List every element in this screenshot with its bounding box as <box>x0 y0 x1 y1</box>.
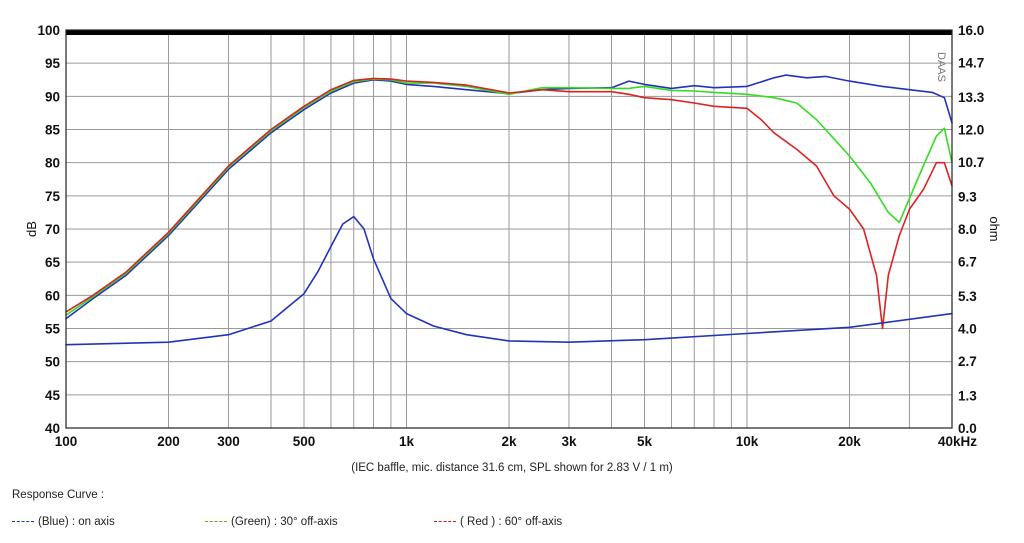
x-tick-label: 200 <box>157 434 180 449</box>
y-right-tick-label: 13.3 <box>958 90 985 105</box>
legend-60-off-axis: ( Red ) : 60° off-axis <box>434 516 562 528</box>
y-right-tick-label: 12.0 <box>958 123 984 138</box>
response-curve-title: Response Curve : <box>12 489 105 501</box>
y-left-tick-label: 100 <box>37 23 60 38</box>
top-band <box>66 30 952 35</box>
frequency-response-chart: DAAS 40 45 50 55 60 65 70 75 80 85 90 95 100 0.0 1.3 2… <box>24 23 1002 449</box>
y-right-tick-label: 9.3 <box>958 190 977 205</box>
legend-swatch-blue <box>12 521 34 523</box>
y-right-tick-label: 1.3 <box>958 389 977 404</box>
watermark-text: DAAS <box>935 52 947 82</box>
y-left-tick-label: 95 <box>45 56 61 71</box>
y-right-tick-label: 5.3 <box>958 289 977 304</box>
x-tick-label: 40kHz <box>938 434 977 449</box>
y-right-tick-label: 14.7 <box>958 55 984 70</box>
x-tick-label: 500 <box>293 434 316 449</box>
y-right-tick-label: 6.7 <box>958 254 977 269</box>
legend-label-60-off-axis: ( Red ) : 60° off-axis <box>460 516 563 528</box>
series-layer <box>65 74 953 346</box>
y-left-tick-label: 60 <box>45 288 60 303</box>
y-left-tick-label: 45 <box>45 388 61 403</box>
y-left-tick-label: 75 <box>45 189 61 204</box>
legend-on-axis: (Blue) : on axis <box>12 516 115 528</box>
y-left-tick-label: 55 <box>45 322 61 337</box>
y-left-tick-label: 80 <box>45 156 60 171</box>
y-left-tick-label: 50 <box>45 355 60 370</box>
plot-frame <box>65 29 953 429</box>
x-tick-label: 5k <box>637 434 653 449</box>
x-tick-label: 100 <box>55 434 78 449</box>
y-right-tick-label: 0.0 <box>958 421 977 436</box>
y-left-tick-label: 85 <box>45 123 61 138</box>
y-right-axis-label: ohm <box>987 216 1002 241</box>
legend-30-off-axis: (Green) : 30° off-axis <box>205 516 338 528</box>
x-tick-label: 3k <box>561 434 577 449</box>
legend-label-on-axis: (Blue) : on axis <box>38 516 115 528</box>
y-right-tick-label: 10.7 <box>958 155 984 170</box>
x-tick-label: 20k <box>838 434 861 449</box>
series-line-impedance <box>65 215 953 346</box>
chart-caption: (IEC baffle, mic. distance 31.6 cm, SPL … <box>351 462 673 474</box>
legend-label-30-off-axis: (Green) : 30° off-axis <box>231 516 338 528</box>
y-right-tick-label: 16.0 <box>958 23 984 38</box>
y-right-tick-label: 8.0 <box>958 222 977 237</box>
y-left-tick-label: 70 <box>45 222 60 237</box>
series-line-30-off-axis <box>65 78 953 317</box>
series-line-60-off-axis <box>65 77 953 330</box>
y-right-tick-label: 2.7 <box>958 354 977 369</box>
y-left-tick-label: 90 <box>45 89 60 104</box>
x-tick-label: 1k <box>399 434 415 449</box>
x-tick-label: 300 <box>217 434 240 449</box>
y-left-tick-label: 65 <box>45 255 61 270</box>
legend-swatch-green <box>205 521 227 523</box>
x-tick-label: 2k <box>501 434 517 449</box>
y-left-axis-label: dB <box>24 221 39 237</box>
right-axis-ticks: 0.0 1.3 2.7 4.0 5.3 6.7 8.0 9.3 10.7 12.0 13.3 14.7… <box>958 23 985 436</box>
left-axis-ticks: 40 45 50 55 60 65 70 75 80 85 90 95 100 <box>37 23 60 436</box>
x-axis-ticks: 100 200 300 500 1k 2k 3k 5k 10k 20k 40kHz <box>55 434 978 449</box>
x-tick-label: 10k <box>736 434 759 449</box>
y-right-tick-label: 4.0 <box>958 322 977 337</box>
legend-swatch-red <box>434 521 456 523</box>
y-left-tick-label: 40 <box>45 421 60 436</box>
